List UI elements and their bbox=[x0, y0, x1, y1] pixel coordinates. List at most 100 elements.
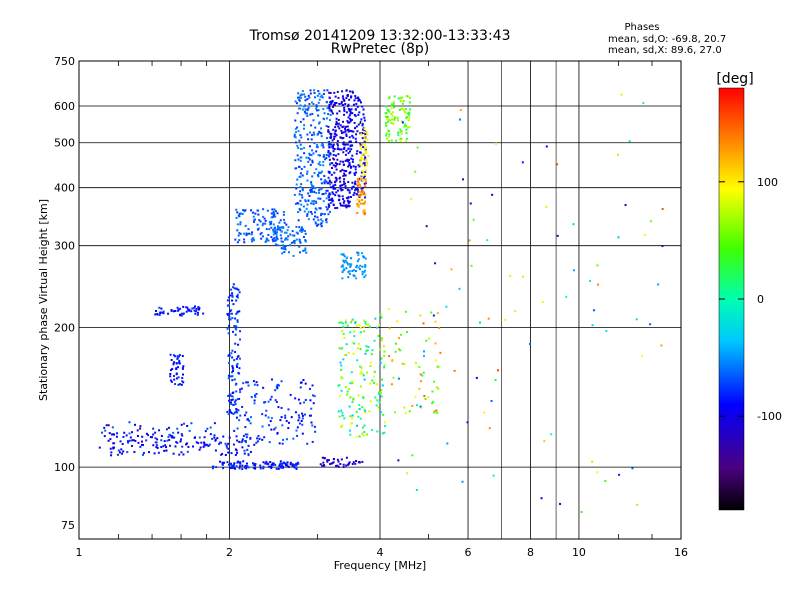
data-point bbox=[235, 357, 238, 360]
data-point bbox=[289, 244, 292, 247]
data-point bbox=[381, 378, 384, 381]
data-point bbox=[231, 371, 234, 374]
data-point bbox=[230, 352, 233, 355]
data-point bbox=[357, 179, 360, 182]
data-point bbox=[340, 265, 343, 268]
data-point bbox=[418, 365, 421, 368]
data-point bbox=[226, 312, 229, 315]
data-point bbox=[394, 350, 397, 353]
data-point bbox=[380, 357, 383, 360]
data-point bbox=[312, 218, 315, 221]
data-point bbox=[407, 119, 410, 122]
data-point bbox=[543, 440, 546, 443]
data-point bbox=[301, 226, 304, 229]
data-point bbox=[256, 228, 259, 231]
data-point bbox=[197, 306, 200, 309]
data-point bbox=[364, 196, 367, 199]
data-point bbox=[331, 145, 334, 148]
data-point bbox=[299, 386, 302, 389]
data-point bbox=[405, 137, 408, 140]
data-point bbox=[337, 125, 340, 128]
data-point bbox=[262, 208, 265, 211]
data-point bbox=[156, 438, 159, 441]
data-point bbox=[363, 119, 366, 122]
data-point bbox=[243, 452, 246, 455]
data-point bbox=[270, 216, 273, 219]
data-point bbox=[592, 309, 595, 312]
data-point bbox=[233, 462, 236, 465]
data-point bbox=[320, 127, 323, 130]
data-point bbox=[361, 273, 364, 276]
data-point bbox=[166, 439, 169, 442]
data-point bbox=[136, 435, 139, 438]
data-point bbox=[352, 185, 355, 188]
data-point bbox=[328, 103, 331, 106]
data-point bbox=[337, 460, 340, 463]
data-point bbox=[233, 287, 236, 290]
data-point bbox=[231, 317, 234, 320]
data-point bbox=[334, 154, 337, 157]
data-point bbox=[348, 121, 351, 124]
data-point bbox=[324, 179, 327, 182]
data-point bbox=[388, 130, 391, 133]
data-point bbox=[241, 446, 244, 449]
data-point bbox=[304, 247, 307, 250]
data-point bbox=[357, 190, 360, 193]
data-point bbox=[213, 436, 216, 439]
data-point bbox=[243, 238, 246, 241]
data-point bbox=[356, 204, 359, 207]
data-point bbox=[253, 399, 256, 402]
data-point bbox=[277, 383, 280, 386]
data-point bbox=[351, 112, 354, 115]
data-point bbox=[366, 133, 369, 136]
data-point bbox=[231, 379, 234, 382]
data-point bbox=[305, 207, 308, 210]
data-point bbox=[117, 449, 120, 452]
data-point bbox=[113, 446, 116, 449]
data-point bbox=[167, 426, 170, 429]
data-point bbox=[293, 240, 296, 243]
data-point bbox=[355, 277, 358, 280]
data-point bbox=[388, 327, 391, 330]
data-point bbox=[352, 399, 355, 402]
data-point bbox=[402, 109, 405, 112]
data-point bbox=[364, 181, 367, 184]
data-point bbox=[307, 199, 310, 202]
data-point bbox=[336, 112, 339, 115]
data-point bbox=[346, 324, 349, 327]
data-point bbox=[298, 238, 301, 241]
data-point bbox=[382, 345, 385, 348]
data-point bbox=[349, 331, 352, 334]
data-point bbox=[365, 349, 368, 352]
data-point bbox=[331, 166, 334, 169]
data-point bbox=[285, 231, 288, 234]
data-point bbox=[301, 189, 304, 192]
data-point bbox=[370, 353, 373, 356]
data-point bbox=[347, 147, 350, 150]
data-point bbox=[361, 270, 364, 273]
data-point bbox=[307, 138, 310, 141]
data-point bbox=[270, 465, 273, 468]
data-point bbox=[212, 466, 215, 469]
data-point bbox=[178, 383, 181, 386]
data-point bbox=[291, 230, 294, 233]
data-point bbox=[356, 180, 359, 183]
data-point bbox=[335, 123, 338, 126]
data-point bbox=[361, 143, 364, 146]
data-point bbox=[341, 264, 344, 267]
data-point bbox=[334, 183, 337, 186]
data-point bbox=[247, 384, 250, 387]
data-point bbox=[230, 309, 233, 312]
data-point bbox=[458, 118, 461, 121]
data-point bbox=[140, 440, 143, 443]
data-point bbox=[351, 401, 354, 404]
data-point bbox=[287, 421, 290, 424]
data-point bbox=[325, 157, 328, 160]
data-point bbox=[239, 461, 242, 464]
data-point bbox=[320, 144, 323, 147]
data-point bbox=[174, 445, 177, 448]
data-point bbox=[379, 391, 382, 394]
data-point bbox=[310, 154, 313, 157]
data-point bbox=[380, 316, 383, 319]
